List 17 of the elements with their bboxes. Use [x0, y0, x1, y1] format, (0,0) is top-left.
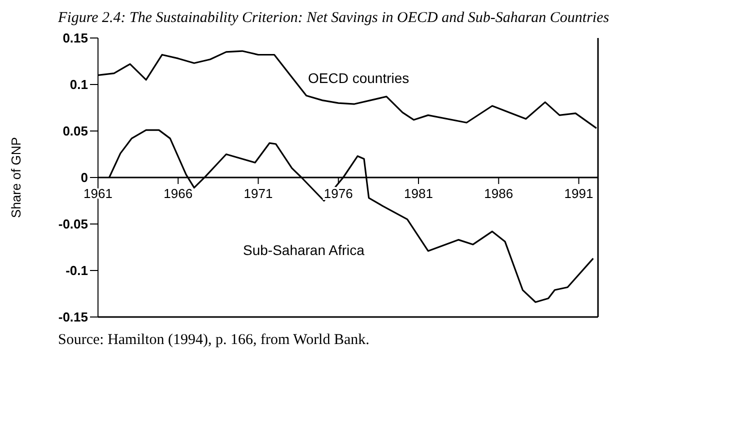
x-tick-label: 1971: [244, 186, 273, 201]
y-tick-label: -0.15: [58, 310, 88, 325]
x-tick-label: 1991: [564, 186, 594, 201]
y-tick-label: -0.05: [58, 216, 88, 232]
text: Sub-Saharan Africa: [243, 242, 364, 258]
x-tick-label: 1966: [164, 186, 193, 201]
y-tick-label: 0.05: [62, 124, 88, 139]
y-tick-label: 0.15: [62, 30, 88, 46]
series-label: OECD countries: [308, 70, 410, 86]
x-tick-label: 1981: [404, 186, 433, 201]
y-tick-label: 0: [80, 170, 88, 186]
y-axis-title: Share of GNP: [8, 137, 24, 218]
y-tick-label: 0.1: [70, 77, 88, 92]
y-tick-label: -0.1: [66, 263, 88, 278]
x-tick-label: 1986: [484, 186, 514, 201]
source-note: Source: Hamilton (1994), p. 166, from World Bank.: [58, 332, 370, 349]
chart-title: Figure 2.4: The Sustainability Criterion: Net Savings in OECD and Sub-Saharan Countries: [58, 9, 610, 28]
